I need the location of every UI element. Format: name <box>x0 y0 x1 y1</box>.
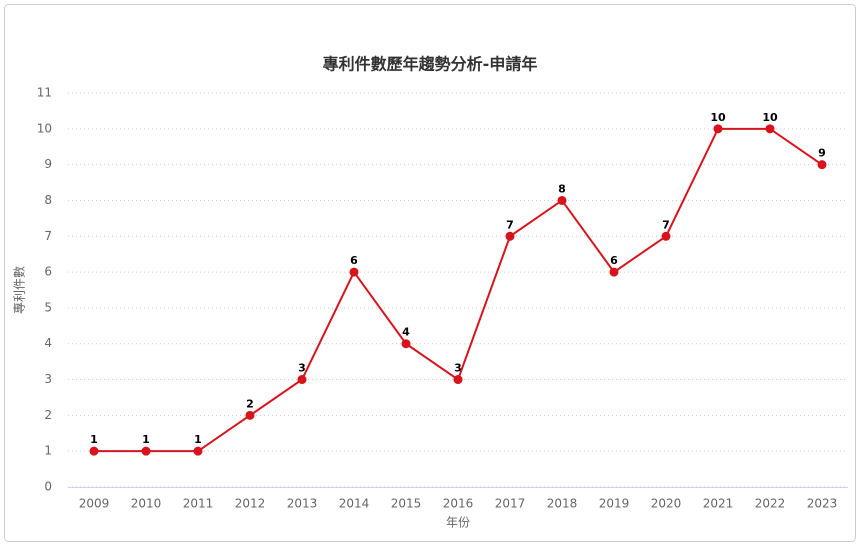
data-point <box>349 267 359 277</box>
data-point <box>453 375 463 385</box>
data-point <box>557 195 567 205</box>
data-label: 10 <box>762 111 778 124</box>
data-point <box>609 267 619 277</box>
data-label: 6 <box>350 254 358 267</box>
data-label: 3 <box>454 362 462 375</box>
x-tick-label: 2017 <box>495 497 526 511</box>
data-label: 8 <box>558 182 566 195</box>
y-tick-label: 1 <box>44 444 52 458</box>
y-tick-label: 10 <box>37 121 52 135</box>
data-label: 1 <box>194 433 202 446</box>
chart-frame <box>4 4 856 542</box>
x-tick-label: 2012 <box>235 497 266 511</box>
data-point <box>505 231 515 241</box>
x-axis-label: 年份 <box>446 516 470 530</box>
data-point <box>89 446 99 456</box>
data-label: 6 <box>610 254 618 267</box>
y-tick-label: 6 <box>44 265 52 279</box>
x-tick-label: 2023 <box>807 497 838 511</box>
x-tick-label: 2020 <box>651 497 682 511</box>
x-tick-label: 2014 <box>339 497 370 511</box>
data-point <box>245 410 255 420</box>
data-point <box>817 160 827 170</box>
x-tick-label: 2021 <box>703 497 734 511</box>
y-tick-label: 9 <box>44 157 52 171</box>
data-point <box>765 124 775 134</box>
data-point <box>297 375 307 385</box>
y-tick-label: 7 <box>44 229 52 243</box>
x-tick-label: 2018 <box>547 497 578 511</box>
data-label: 1 <box>142 433 150 446</box>
x-tick-label: 2010 <box>131 497 162 511</box>
x-tick-label: 2013 <box>287 497 318 511</box>
x-tick-label: 2011 <box>183 497 214 511</box>
data-point <box>661 231 671 241</box>
x-tick-label: 2016 <box>443 497 474 511</box>
y-axis-label: 專利件數 <box>13 266 27 314</box>
data-label: 10 <box>710 111 726 124</box>
data-label: 1 <box>90 433 98 446</box>
y-tick-label: 11 <box>37 86 52 100</box>
chart-title: 專利件數歷年趨勢分析-申請年 <box>323 55 538 74</box>
x-tick-label: 2015 <box>391 497 422 511</box>
data-label: 3 <box>298 362 306 375</box>
data-label: 4 <box>402 326 410 339</box>
y-tick-label: 0 <box>44 480 52 494</box>
data-point <box>141 446 151 456</box>
x-tick-label: 2022 <box>755 497 786 511</box>
y-tick-label: 8 <box>44 193 52 207</box>
data-label: 7 <box>662 218 670 231</box>
data-point <box>401 339 411 349</box>
y-tick-label: 2 <box>44 408 52 422</box>
data-label: 9 <box>818 147 826 160</box>
data-label: 2 <box>246 397 254 410</box>
x-tick-label: 2009 <box>79 497 110 511</box>
y-tick-label: 4 <box>44 336 52 350</box>
data-point <box>713 124 723 134</box>
y-tick-label: 3 <box>44 372 52 386</box>
data-label: 7 <box>506 218 514 231</box>
x-tick-label: 2019 <box>599 497 630 511</box>
y-tick-label: 5 <box>44 300 52 314</box>
data-point <box>193 446 203 456</box>
